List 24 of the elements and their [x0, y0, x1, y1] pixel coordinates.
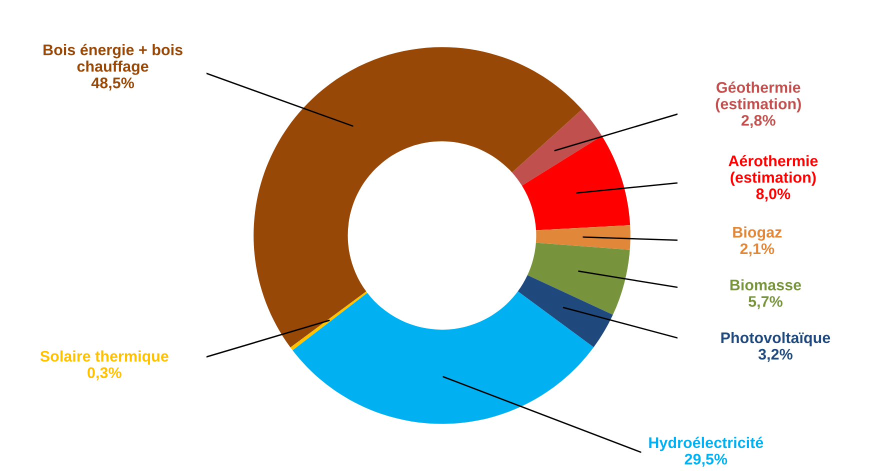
data-label: 2,1% — [740, 243, 774, 256]
slice-label: Aérothermie (estimation) — [728, 154, 818, 186]
data-label: 48,5% — [91, 78, 134, 91]
donut-slice — [292, 291, 594, 424]
donut-slice — [254, 47, 582, 348]
slice-label: Photovoltaïque — [721, 332, 830, 346]
donut-slice — [290, 291, 368, 350]
slice-label: Géothermie (estimation) — [716, 82, 801, 112]
data-label: 2,8% — [742, 114, 776, 128]
slice-label: Biogaz — [733, 226, 782, 241]
donut-slice — [527, 242, 630, 315]
donut-slice — [512, 109, 602, 186]
data-label: 8,0% — [756, 188, 790, 202]
slice-label: Biomasse — [730, 279, 802, 290]
data-label: 5,7% — [748, 296, 782, 310]
slice-label: Hydroélectricité — [649, 436, 764, 452]
donut-slice — [536, 225, 630, 250]
data-label: 0,3% — [88, 367, 122, 380]
slice-label: Bois énergie + bois chauffage — [44, 44, 182, 75]
donut-slice — [522, 136, 630, 230]
data-label: 29,5% — [684, 454, 728, 467]
slice-label: Solaire thermique — [40, 350, 168, 365]
data-label: 3,2% — [758, 348, 792, 362]
donut-slice — [518, 275, 613, 348]
